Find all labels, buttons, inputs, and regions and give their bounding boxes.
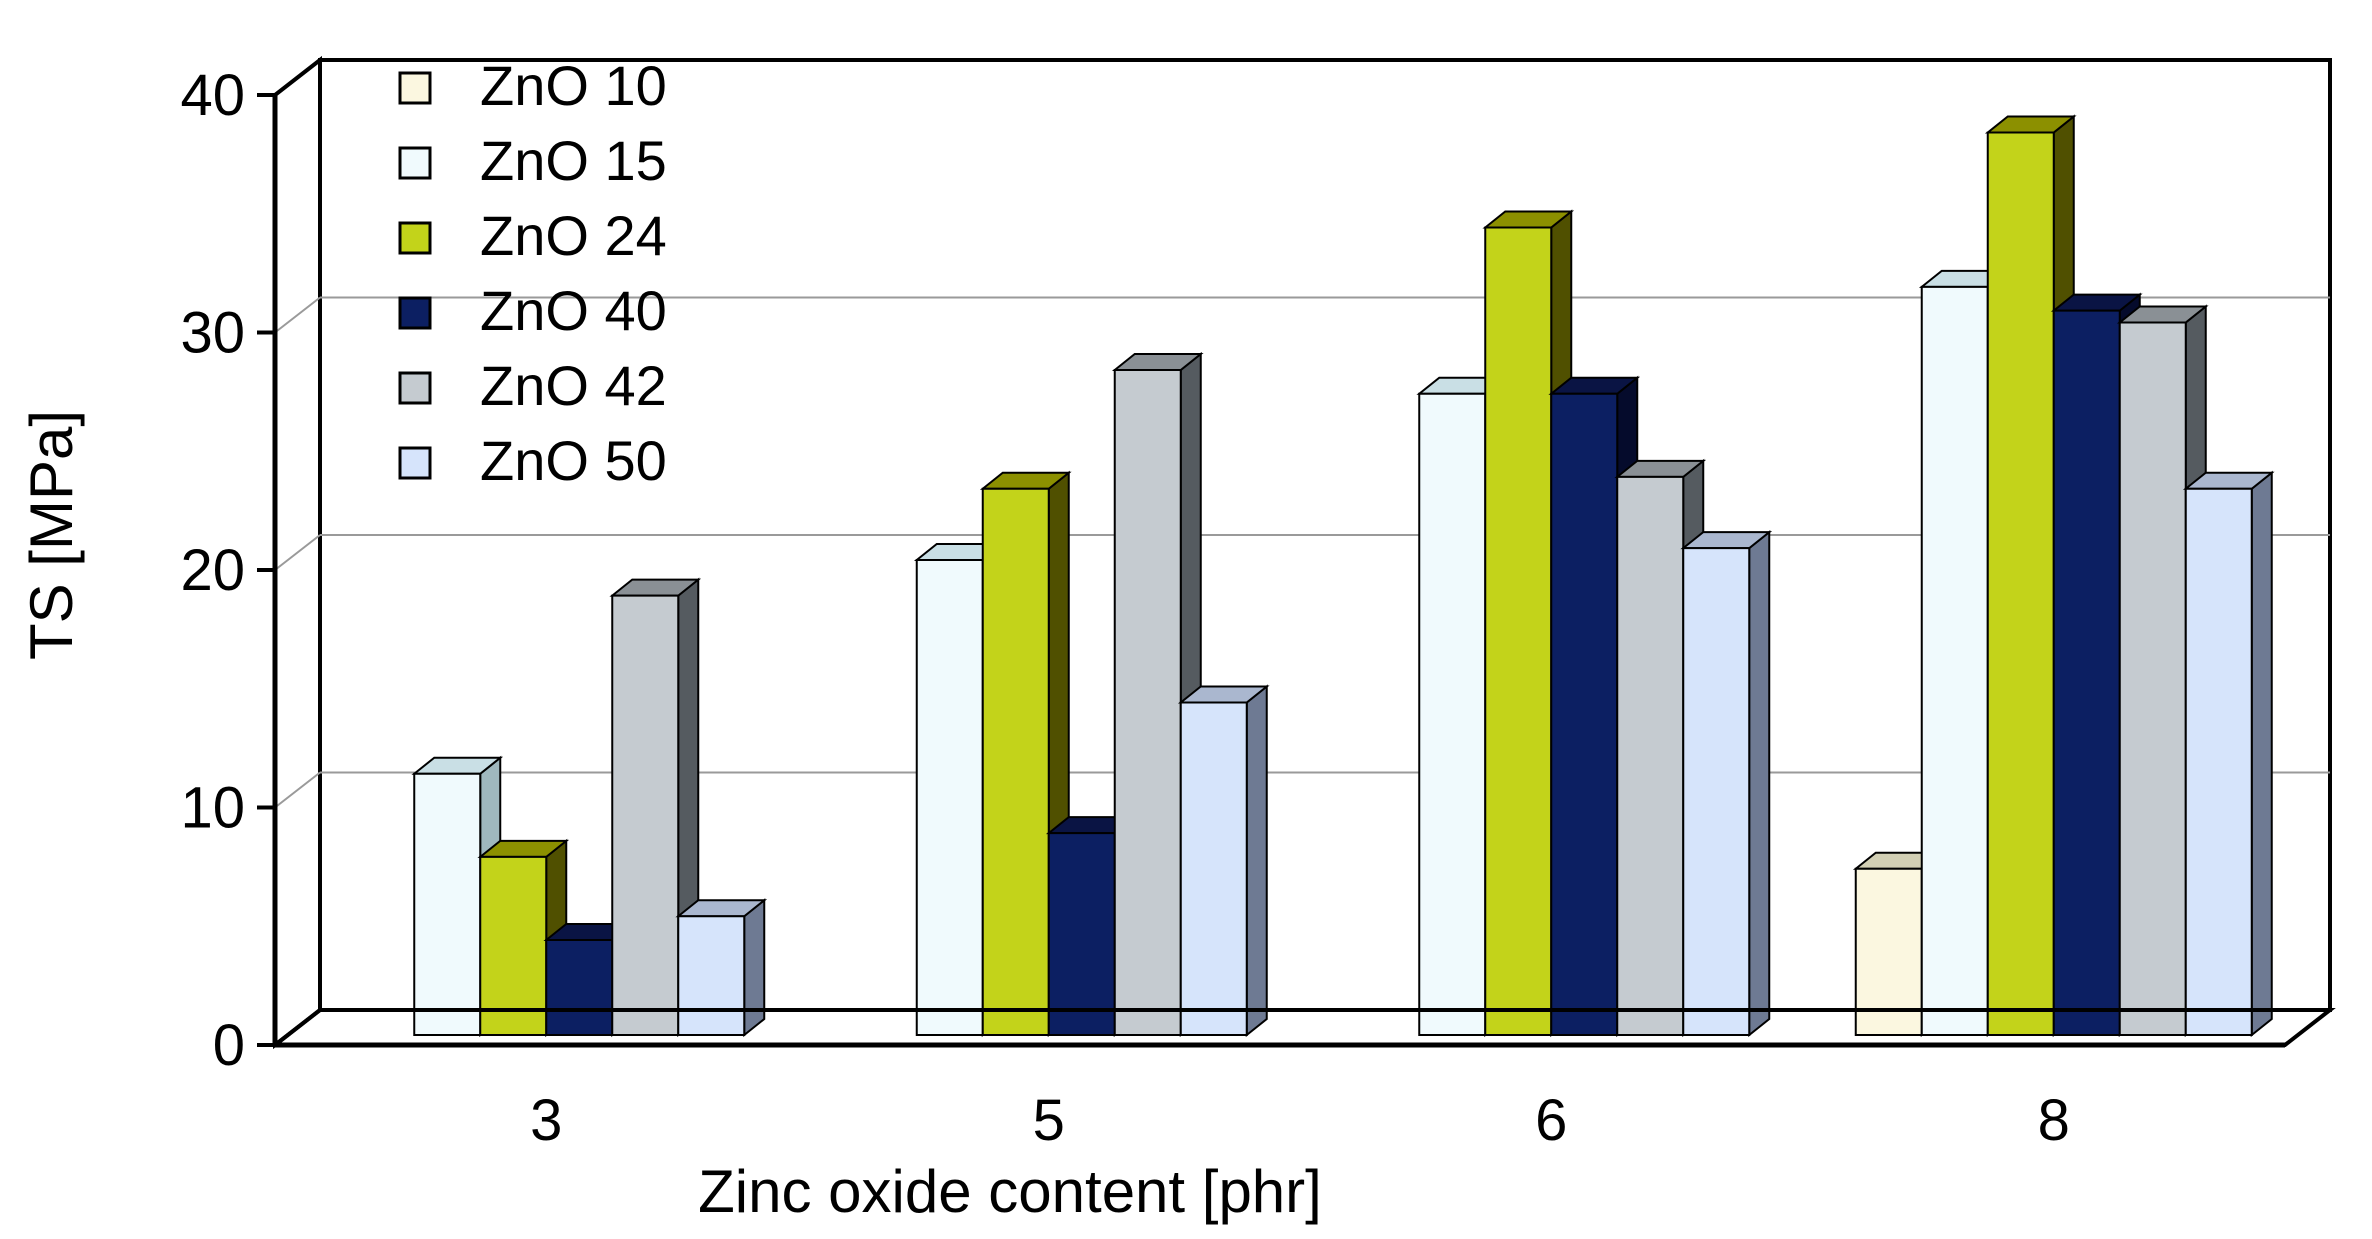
bar xyxy=(675,898,768,1038)
legend-swatch xyxy=(398,296,432,330)
gridline-side xyxy=(274,534,321,571)
bar-side xyxy=(743,898,766,1038)
y-axis-label: TS [MPa] xyxy=(18,410,85,660)
y-tick-label: 30 xyxy=(180,301,245,366)
bar xyxy=(1177,684,1270,1038)
y-tick-label: 40 xyxy=(180,63,245,128)
x-tick-label: 8 xyxy=(2038,1088,2070,1153)
bar-front xyxy=(1986,131,2055,1036)
legend-swatch xyxy=(398,71,432,105)
bar-front xyxy=(1550,392,1619,1036)
x-axis-ticks: 3 5 6 8 xyxy=(530,1088,2070,1153)
bar-front xyxy=(1418,392,1487,1036)
bar xyxy=(1680,530,1773,1038)
bar-front xyxy=(915,559,984,1036)
legend-swatch xyxy=(398,446,432,480)
y-tick-label: 10 xyxy=(180,776,245,841)
bar-front xyxy=(545,939,614,1036)
bar-front xyxy=(1484,226,1553,1036)
bar-front xyxy=(2118,321,2187,1036)
legend-item: ZnO 10 xyxy=(398,54,667,117)
gridline-side xyxy=(274,771,321,809)
gridline-side xyxy=(274,296,321,334)
bar-front xyxy=(981,487,1050,1036)
legend-label: ZnO 42 xyxy=(480,354,667,417)
bar-front xyxy=(2052,309,2121,1036)
y-tick-label: 0 xyxy=(213,1013,245,1078)
x-axis-label: Zinc oxide content [phr] xyxy=(698,1158,1322,1225)
x-tick-label: 5 xyxy=(1033,1088,1065,1153)
legend-label: ZnO 50 xyxy=(480,429,667,492)
y-axis-ticks: 0 10 20 30 40 xyxy=(180,63,275,1078)
bar xyxy=(1614,458,1707,1038)
bar-front xyxy=(413,772,482,1036)
legend-label: ZnO 40 xyxy=(480,279,667,342)
bar-front xyxy=(1179,701,1248,1036)
bar-side xyxy=(1748,530,1771,1038)
legend-label: ZnO 10 xyxy=(480,54,667,117)
bar-side xyxy=(1245,684,1268,1038)
bar-side xyxy=(2250,470,2273,1038)
legend-swatch xyxy=(398,146,432,180)
legend-item: ZnO 15 xyxy=(398,129,667,192)
y-tick-label: 20 xyxy=(180,538,245,603)
x-tick-label: 3 xyxy=(530,1088,562,1153)
legend-label: ZnO 15 xyxy=(480,129,667,192)
legend-swatch xyxy=(398,221,432,255)
bar-front xyxy=(479,855,548,1036)
legend: ZnO 10 ZnO 15 ZnO 24 ZnO 40 ZnO 42 ZnO 50 xyxy=(398,54,667,492)
bar-front xyxy=(1854,867,1923,1036)
bar-front xyxy=(1682,547,1751,1036)
bar-front xyxy=(677,915,746,1036)
bar-front xyxy=(1047,832,1116,1036)
legend-item: ZnO 24 xyxy=(398,204,667,267)
bar-front xyxy=(1920,285,1989,1036)
bar xyxy=(2182,470,2275,1038)
bar xyxy=(609,577,702,1038)
x-tick-label: 6 xyxy=(1535,1088,1567,1153)
bar-front xyxy=(611,594,680,1036)
bar-front xyxy=(2184,487,2253,1036)
legend-item: ZnO 40 xyxy=(398,279,667,342)
legend-item: ZnO 42 xyxy=(398,354,667,417)
legend-swatch xyxy=(398,371,432,405)
legend-label: ZnO 24 xyxy=(480,204,667,267)
bar-front xyxy=(1616,475,1685,1036)
bar-front xyxy=(1113,369,1182,1036)
legend-item: ZnO 50 xyxy=(398,429,667,492)
bars xyxy=(411,114,2275,1038)
